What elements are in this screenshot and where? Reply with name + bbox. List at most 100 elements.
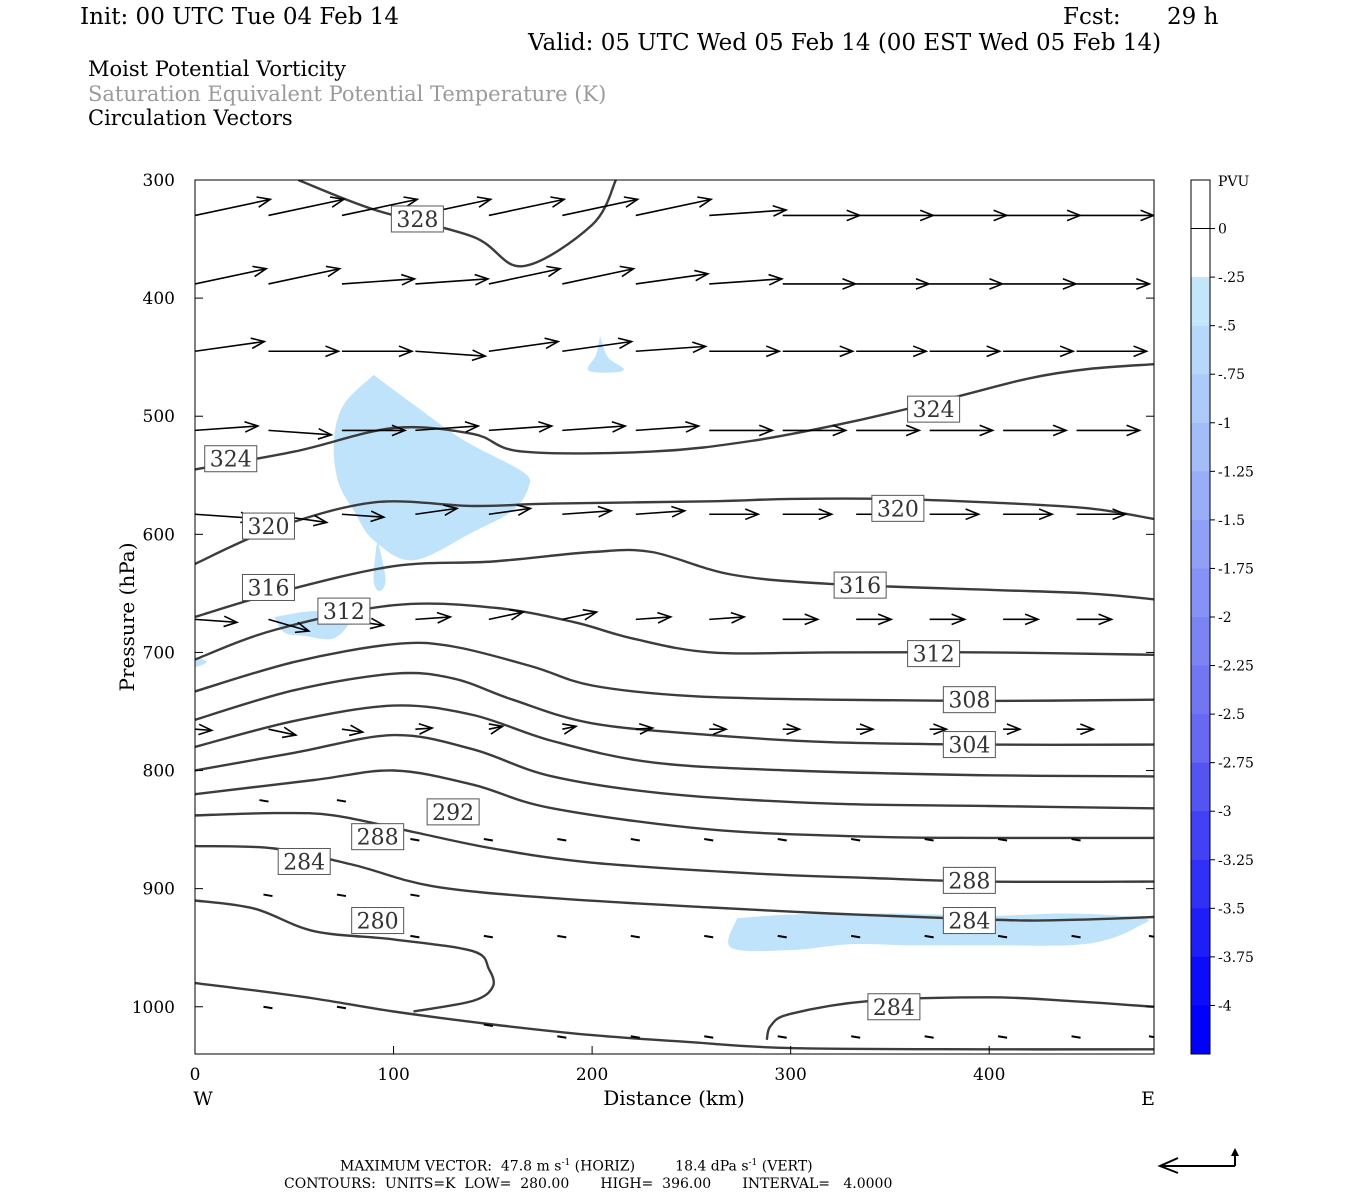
theta-es-contour-3	[195, 548, 1154, 619]
small-vector	[483, 1023, 494, 1027]
forecast-hour: 29 h	[1167, 4, 1219, 30]
title-theta-es: Saturation Equivalent Potential Temperat…	[88, 82, 607, 106]
circulation-vector	[415, 420, 481, 433]
small-vector	[1071, 934, 1081, 939]
circulation-vector	[268, 726, 298, 739]
theta-es-contour-6	[195, 671, 1154, 746]
x-tick-label: 0	[190, 1065, 201, 1085]
y-tick-label: 400	[143, 289, 175, 309]
small-vector	[630, 1035, 640, 1039]
theta-es-contour-12	[195, 899, 495, 1013]
theta-es-contour-9	[195, 769, 1154, 840]
small-vector	[851, 1035, 861, 1039]
x-tick-label: 200	[576, 1065, 608, 1085]
circulation-vector	[856, 424, 922, 437]
colorbar-label: -.25	[1218, 270, 1245, 286]
circulation-vector	[562, 608, 599, 621]
contour-label: 324	[913, 398, 955, 423]
small-vector	[483, 934, 494, 939]
colorbar-swatch	[1191, 374, 1210, 424]
colorbar-title: PVU	[1218, 174, 1250, 190]
small-vector	[263, 893, 273, 898]
mpv-shaded-region-5	[728, 913, 1150, 952]
contour-label: 308	[948, 689, 990, 714]
contour-label-box	[942, 686, 996, 714]
colorbar-label: -.5	[1218, 319, 1236, 335]
circulation-vector	[341, 345, 415, 358]
circulation-vector	[929, 723, 949, 736]
circulation-vector	[1076, 424, 1142, 437]
x-tick-label: 400	[973, 1065, 1005, 1085]
small-vector	[263, 1005, 273, 1010]
circulation-vector	[488, 420, 554, 433]
circulation-vector	[341, 510, 386, 523]
small-vector	[851, 934, 861, 939]
circulation-vector	[782, 508, 834, 521]
small-vector	[924, 838, 934, 842]
contour-label: 320	[247, 515, 289, 540]
contour-label-box	[351, 823, 405, 851]
theta-es-contour-14	[195, 981, 1154, 1051]
circulation-vector	[1076, 613, 1114, 626]
colorbar-swatch	[1191, 617, 1210, 667]
circulation-vector	[1076, 277, 1152, 290]
title-vectors: Circulation Vectors	[88, 106, 293, 130]
contour-label: 288	[357, 826, 399, 851]
contour-label: 320	[877, 497, 919, 522]
colorbar-label: -3.5	[1218, 901, 1245, 917]
circulation-vector	[782, 723, 802, 736]
colorbar-swatch	[1191, 714, 1210, 764]
colorbar-label: -2.5	[1218, 707, 1245, 723]
circulation-vector	[1003, 508, 1055, 521]
contour-label-box	[317, 597, 371, 625]
theta-es-contour-8	[195, 733, 1154, 810]
contour-label-box	[390, 205, 444, 233]
small-vector	[924, 934, 934, 939]
contour-label: 284	[948, 910, 990, 935]
colorbar-swatch	[1191, 228, 1210, 278]
circulation-vector	[856, 723, 876, 736]
theta-es-contour-7	[195, 704, 1154, 778]
circulation-vector	[1076, 508, 1128, 521]
small-vector	[410, 838, 420, 842]
circulation-vector	[488, 265, 563, 285]
circulation-vector	[195, 723, 214, 736]
circulation-vector	[1076, 209, 1154, 222]
circulation-vector	[1076, 723, 1096, 736]
small-vector	[259, 799, 269, 803]
y-tick-label: 1000	[132, 998, 175, 1018]
colorbar-swatch	[1191, 277, 1210, 327]
circulation-vector	[856, 209, 936, 222]
circulation-vector	[1003, 345, 1076, 358]
circulation-vector	[1003, 209, 1083, 222]
contour-label-box	[942, 907, 996, 935]
colorbar-label: -3	[1218, 804, 1232, 820]
small-vector	[410, 893, 420, 898]
colorbar-swatch	[1191, 1005, 1210, 1055]
colorbar-swatch	[1191, 180, 1210, 230]
circulation-vector	[709, 508, 761, 521]
reference-vector	[1157, 1148, 1239, 1174]
contour-label-box	[351, 907, 405, 935]
contour-label-box	[241, 573, 295, 601]
colorbar-label: -4	[1218, 998, 1232, 1014]
circulation-vector	[415, 349, 488, 362]
circulation-vector	[562, 723, 579, 735]
colorbar-swatch	[1191, 519, 1210, 569]
circulation-vector	[929, 345, 1002, 358]
small-vector	[557, 934, 567, 939]
circulation-vector	[709, 611, 747, 624]
contour-label: 292	[432, 801, 474, 826]
circulation-vector	[782, 277, 858, 290]
circulation-vector	[709, 723, 729, 736]
contour-label-box	[942, 731, 996, 759]
y-tick-label: 900	[143, 880, 175, 900]
colorbar-swatch	[1191, 471, 1210, 521]
circulation-vector	[415, 722, 435, 735]
mpv-shaded-region-1	[587, 335, 624, 373]
circulation-vector	[856, 345, 929, 358]
small-vector	[630, 838, 640, 842]
small-vector	[777, 1035, 787, 1039]
theta-es-contour-0	[297, 180, 617, 268]
colorbar-swatch	[1191, 956, 1210, 1006]
